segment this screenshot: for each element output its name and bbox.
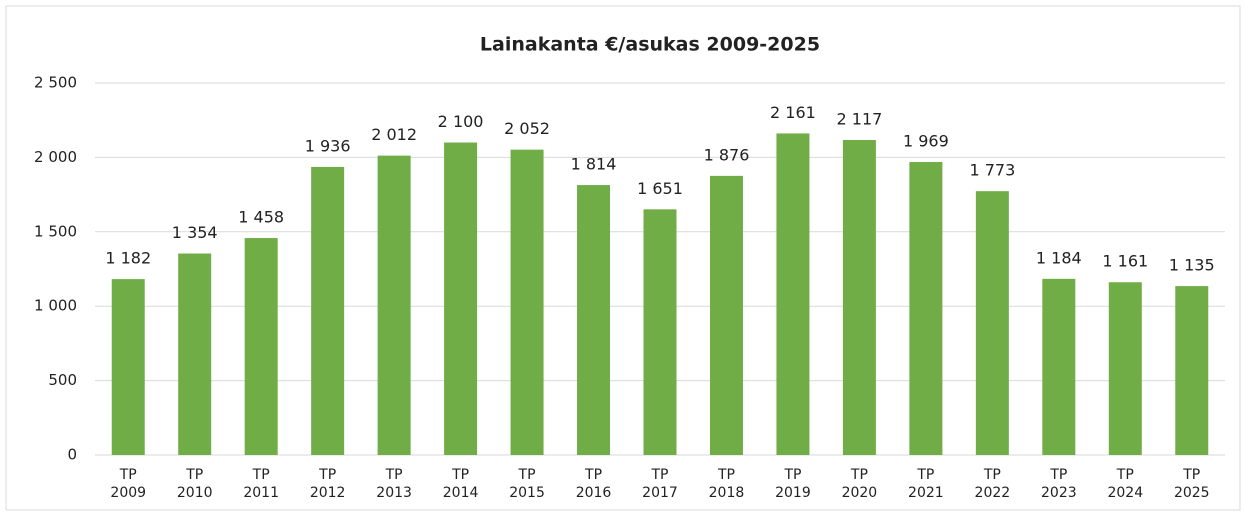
x-tick-label: TP 2025 (1174, 467, 1210, 501)
bar (577, 185, 611, 456)
data-label: 1 354 (172, 223, 218, 242)
x-tick-label: TP 2017 (642, 467, 678, 501)
x-tick-label: TP 2014 (443, 467, 479, 501)
x-tick-label: TP 2024 (1107, 467, 1143, 501)
data-label: 1 773 (969, 161, 1015, 180)
data-label: 1 458 (238, 208, 284, 227)
x-tick-label: TP 2016 (576, 467, 612, 501)
x-tick-label: TP 2009 (110, 467, 146, 501)
bar (909, 162, 943, 455)
data-label: 1 135 (1169, 256, 1215, 275)
x-tick-label: TP 2015 (509, 467, 545, 501)
x-tick-label: TP 2011 (243, 467, 279, 501)
bar (975, 191, 1009, 455)
bar (776, 133, 810, 455)
x-tick-label: TP 2022 (975, 467, 1011, 501)
bar (178, 253, 212, 455)
y-tick-label: 1 000 (34, 297, 77, 315)
x-tick-label: TP 2018 (709, 467, 745, 501)
bar (709, 175, 743, 455)
data-label: 1 182 (105, 249, 151, 268)
x-tick-label: TP 2019 (775, 467, 811, 501)
x-tick-label: TP 2013 (376, 467, 412, 501)
data-label: 2 161 (770, 103, 816, 122)
data-label: 2 052 (504, 119, 550, 138)
bar (311, 166, 345, 455)
data-label: 2 100 (438, 112, 484, 131)
bar (444, 142, 478, 455)
x-tick-label: TP 2010 (177, 467, 213, 501)
data-label: 1 161 (1102, 252, 1148, 271)
data-label: 1 184 (1036, 248, 1082, 267)
bar (1042, 278, 1076, 455)
x-tick-label: TP 2020 (842, 467, 878, 501)
bar (510, 149, 544, 455)
data-label: 1 969 (903, 132, 949, 151)
bar (377, 155, 411, 456)
x-tick-label: TP 2023 (1041, 467, 1077, 501)
x-tick-label: TP 2021 (908, 467, 944, 501)
data-label: 1 936 (305, 136, 351, 155)
bar (842, 139, 876, 455)
data-label: 1 651 (637, 179, 683, 198)
y-tick-label: 1 500 (34, 222, 77, 240)
data-label: 1 876 (704, 145, 750, 164)
bar (1175, 286, 1209, 455)
y-tick-label: 500 (48, 371, 77, 389)
data-label: 2 012 (371, 125, 417, 144)
x-tick-label: TP 2012 (310, 467, 346, 501)
bar (111, 279, 145, 455)
data-label: 1 814 (571, 155, 617, 174)
bar (643, 209, 677, 455)
y-tick-label: 0 (67, 446, 77, 464)
chart-border (5, 5, 1241, 511)
data-label: 2 117 (837, 109, 883, 128)
y-tick-label: 2 000 (34, 148, 77, 166)
bar (244, 238, 278, 455)
chart-title: Lainakanta €/asukas 2009-2025 (480, 34, 820, 56)
bar (1108, 282, 1142, 455)
y-tick-label: 2 500 (34, 74, 77, 92)
